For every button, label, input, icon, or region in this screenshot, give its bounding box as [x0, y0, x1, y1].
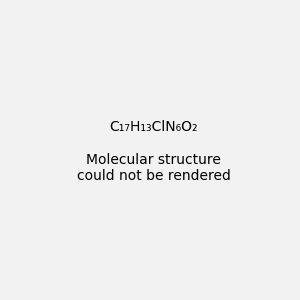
Text: C₁₇H₁₃ClN₆O₂

Molecular structure
could not be rendered: C₁₇H₁₃ClN₆O₂ Molecular structure could n… — [77, 120, 231, 183]
